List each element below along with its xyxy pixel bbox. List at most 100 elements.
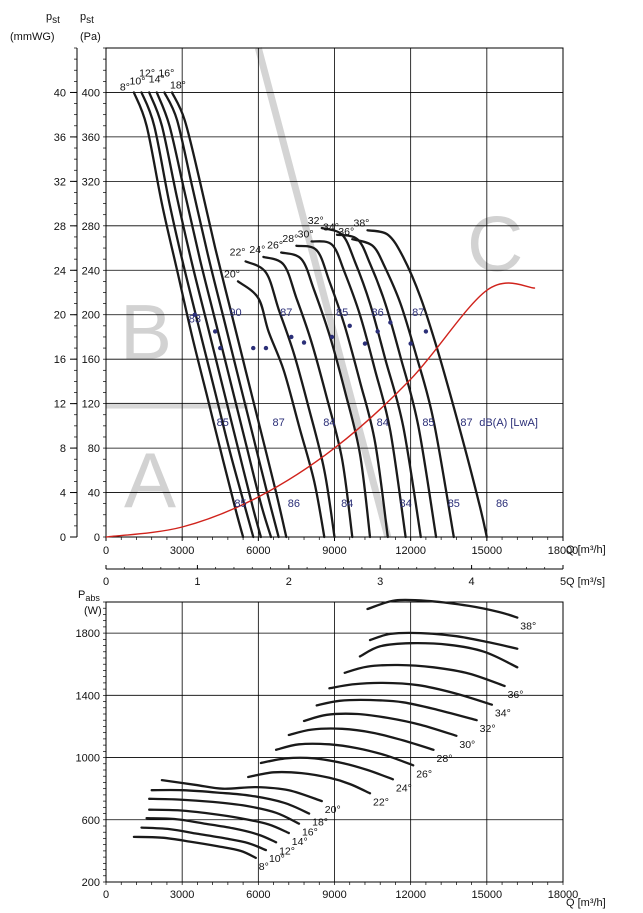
x-tick-label: 15000 [472,545,503,557]
sound-marker [388,320,393,325]
y-tick-label: 200 [82,877,100,889]
sound-level-label: 86 [496,498,508,510]
y-tick-mmwg: 0 [60,532,66,544]
y-tick-pa: 80 [88,443,100,455]
angle-label: 8° [259,861,269,873]
p-abs-unit: (W) [84,605,102,617]
sound-level-label: 84 [341,498,353,510]
y-tick-label: 1400 [76,690,100,702]
dba-label: dB(A) [LwA] [479,417,538,429]
angle-label: 36° [338,226,354,238]
x2-tick-label: 3 [377,576,383,588]
y-tick-pa: 320 [82,176,100,188]
x2-tick-label: 1 [194,576,200,588]
sound-level-label: 85 [448,498,460,510]
y-tick-mmwg: 8 [60,443,66,455]
sound-level-label: 87 [460,417,472,429]
angle-label: 34° [495,708,511,720]
y-tick-pa: 280 [82,221,100,233]
power-curve [358,642,519,669]
x-tick-label: 9000 [322,545,346,557]
angle-label: 26° [416,768,432,780]
power-curve [132,835,257,860]
top-curves [105,91,536,539]
angle-label: 38° [354,217,370,229]
y-tick-mmwg: 24 [54,265,66,277]
x-tick-label: 15000 [472,889,503,901]
bottom-grid: 0 3000 6000 9000 12000 15000 18000 200 600 1000 14… [76,601,578,901]
x2-axis-label: Q [m³/s] [566,576,605,588]
x2-tick-label: 2 [286,576,292,588]
sound-marker [329,334,335,340]
angle-label: 24° [396,782,412,794]
power-curve [150,788,311,815]
angle-label: 18° [170,79,186,91]
sound-level-label: 85 [217,417,229,429]
x-tick-label: 3000 [170,545,194,557]
sound-level-label: 83 [189,314,201,326]
sound-marker [263,345,269,351]
y-tick-mmwg: 20 [54,310,66,322]
angle-label: 22° [373,796,389,808]
angle-label: 26° [267,239,283,251]
y-tick-label: 600 [82,815,100,827]
y-tick-pa: 40 [88,488,100,500]
angle-label: 12° [139,67,155,79]
blade-angle-curve [262,255,354,539]
sound-marker [347,323,352,329]
angle-label: 32° [308,215,324,227]
y-tick-pa: 360 [82,132,100,144]
y-outer-unit: (mmWG) [10,31,55,43]
angle-label: 16° [158,67,174,79]
angle-label: 18° [312,817,328,829]
angle-label: 16° [302,827,318,839]
y-tick-label: 1000 [76,753,100,765]
y-tick-pa: 200 [82,310,100,322]
sound-marker [362,341,368,346]
y-tick-pa: 160 [82,354,100,366]
power-curve [148,808,290,835]
angle-label: 20° [224,268,240,280]
sound-marker [375,329,380,334]
blade-angle-curve [155,91,273,539]
sound-marker [192,312,198,317]
angle-label: 24° [249,244,265,256]
y-tick-label: 1800 [76,628,100,640]
x2-tick-label: 5 [560,576,566,588]
power-curve [160,778,323,803]
sound-marker [251,345,256,351]
blade-angle-curve [170,91,288,539]
power-curve [368,631,519,650]
y-tick-pa: 0 [94,532,100,544]
sound-marker [408,341,413,346]
power-chart: Pabs (W) 0 3000 6000 9000 12000 15000 18000 200… [76,590,606,909]
sound-level-label: 87 [280,307,292,319]
x-tick-label: 12000 [395,545,426,557]
y-tick-mmwg: 4 [60,488,66,500]
x-tick-label: 9000 [322,889,346,901]
y-tick-mmwg: 32 [54,176,66,188]
x-tick-label: 0 [103,889,109,901]
angle-label: 38° [520,621,536,633]
angle-label: 14° [149,73,165,85]
angle-label: 10° [269,853,285,865]
pressure-chart: pst (mmWG) pst (Pa) ABC 0 3000 6000 9000 120… [10,11,606,588]
blade-angle-curve [132,91,245,539]
x-tick-label: 0 [103,545,109,557]
y-outer-label: pst [46,11,60,26]
blade-angle-curve [351,238,455,539]
y-tick-pa: 240 [82,265,100,277]
blade-angle-curve [244,260,336,539]
power-curve [247,770,372,795]
sound-marker [301,340,307,345]
power-curve [259,756,395,781]
blade-angle-curve [148,91,263,539]
angle-label: 10° [130,75,146,87]
y-inner-unit: (Pa) [80,31,101,43]
sound-level-label: 87 [273,417,285,429]
blade-angle-curve [310,240,407,539]
x2-tick-label: 4 [469,576,475,588]
bottom-x-axis-label: Q [m³/h] [566,897,606,909]
sound-marker [218,345,223,351]
sound-level-label: 84 [399,498,411,510]
